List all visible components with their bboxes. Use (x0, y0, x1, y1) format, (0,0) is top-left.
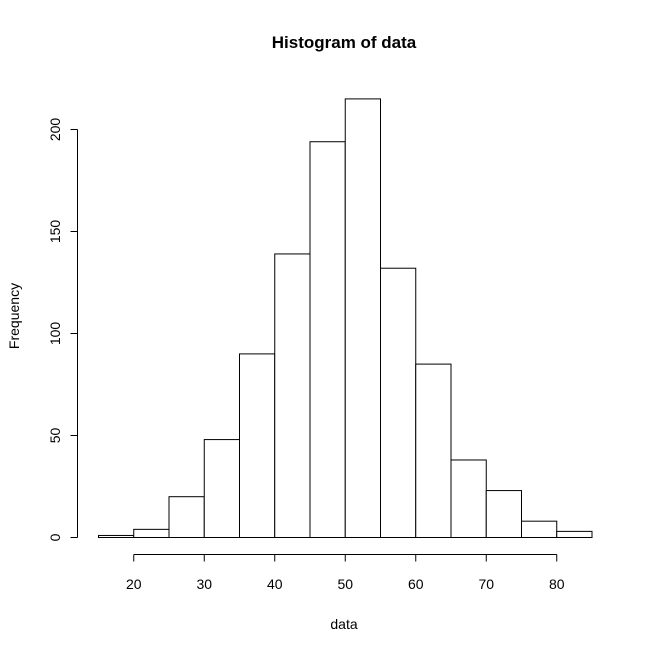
x-tick-label: 50 (337, 576, 353, 592)
histogram-bar (274, 253, 311, 538)
x-tick-label: 70 (478, 576, 494, 592)
histogram-bar (485, 490, 522, 538)
histogram-bar (168, 496, 205, 539)
chart-title: Histogram of data (272, 33, 417, 52)
x-axis-label: data (330, 616, 357, 632)
y-axis-label: Frequency (6, 283, 22, 349)
y-tick-label: 50 (47, 428, 63, 444)
y-tick-label: 200 (47, 118, 63, 142)
y-axis: 0 50 100 150 200 (47, 118, 78, 541)
histogram-bar (239, 353, 276, 538)
histogram-bar (521, 520, 558, 538)
histogram-bar (344, 98, 381, 539)
histogram-bar (203, 439, 240, 538)
bars-group (98, 98, 593, 539)
x-tick-label: 40 (267, 576, 283, 592)
y-tick-label: 0 (47, 533, 63, 541)
x-tick-label: 20 (126, 576, 142, 592)
histogram-bar (556, 530, 593, 539)
x-tick-label: 30 (196, 576, 212, 592)
histogram-bar (380, 267, 417, 538)
y-tick-label: 150 (47, 220, 63, 244)
x-tick-label: 60 (408, 576, 424, 592)
histogram-bar (133, 528, 170, 539)
x-axis: 20 30 40 50 60 70 80 (126, 554, 565, 592)
histogram-bar (450, 459, 487, 539)
x-tick-label: 80 (549, 576, 565, 592)
histogram-bar (415, 363, 452, 538)
y-tick-label: 100 (47, 322, 63, 346)
histogram-bar (309, 141, 346, 539)
histogram-bar (98, 534, 135, 539)
